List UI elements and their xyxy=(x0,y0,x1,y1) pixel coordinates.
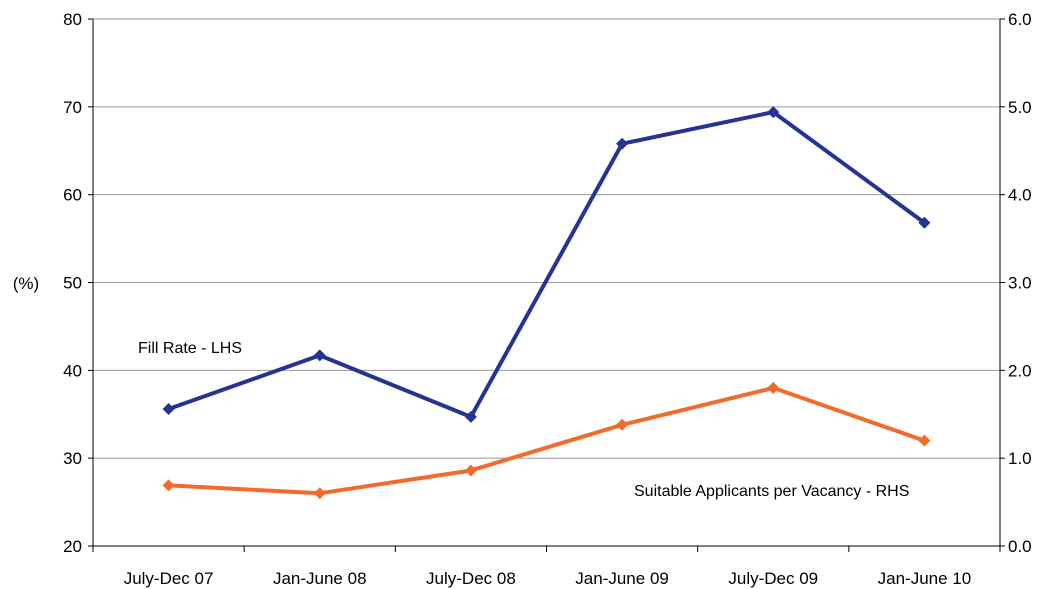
data-point xyxy=(162,402,175,415)
data-point xyxy=(918,216,931,229)
left-tick-label: 50 xyxy=(63,274,82,293)
x-tick-label: Jan-June 08 xyxy=(273,569,367,588)
right-tick-label: 3.0 xyxy=(1008,274,1032,293)
right-tick-label: 6.0 xyxy=(1008,10,1032,29)
data-point xyxy=(616,137,629,150)
x-tick-label: Jan-June 10 xyxy=(878,569,972,588)
right-tick-label: 1.0 xyxy=(1008,449,1032,468)
left-tick-label: 40 xyxy=(63,361,82,380)
left-tick-label: 70 xyxy=(63,98,82,117)
data-point xyxy=(313,487,326,500)
data-point xyxy=(464,410,477,423)
data-point xyxy=(162,479,175,492)
left-tick-label: 80 xyxy=(63,10,82,29)
series-label-applicants: Suitable Applicants per Vacancy - RHS xyxy=(634,483,909,500)
left-tick-label: 60 xyxy=(63,186,82,205)
right-tick-label: 0.0 xyxy=(1008,537,1032,556)
right-tick-label: 2.0 xyxy=(1008,361,1032,380)
x-tick-label: July-Dec 08 xyxy=(426,569,516,588)
x-tick-label: July-Dec 07 xyxy=(124,569,214,588)
gridlines xyxy=(88,18,1005,552)
data-point xyxy=(918,434,931,447)
series-line xyxy=(168,385,926,496)
data-point xyxy=(464,464,477,477)
right-tick-label: 5.0 xyxy=(1008,98,1032,117)
left-tick-label: 20 xyxy=(63,537,82,556)
tick-labels: 20 30 40 50 60 70 80 0.0 1.0 2.0 3.0 4.0 5.0 6.0 July-… xyxy=(63,10,1032,588)
axes xyxy=(92,19,1001,547)
series-label-fill-rate: Fill Rate - LHS xyxy=(138,340,242,357)
series-line xyxy=(167,110,926,419)
x-tick-label: Jan-June 09 xyxy=(575,569,669,588)
data-point xyxy=(616,418,629,431)
left-axis-title: (%) xyxy=(13,274,39,293)
data-point xyxy=(313,349,326,362)
left-tick-label: 30 xyxy=(63,449,82,468)
data-point xyxy=(767,381,780,394)
series xyxy=(162,106,931,500)
x-tick-label: July-Dec 09 xyxy=(728,569,818,588)
right-tick-label: 4.0 xyxy=(1008,186,1032,205)
data-point xyxy=(767,106,780,119)
